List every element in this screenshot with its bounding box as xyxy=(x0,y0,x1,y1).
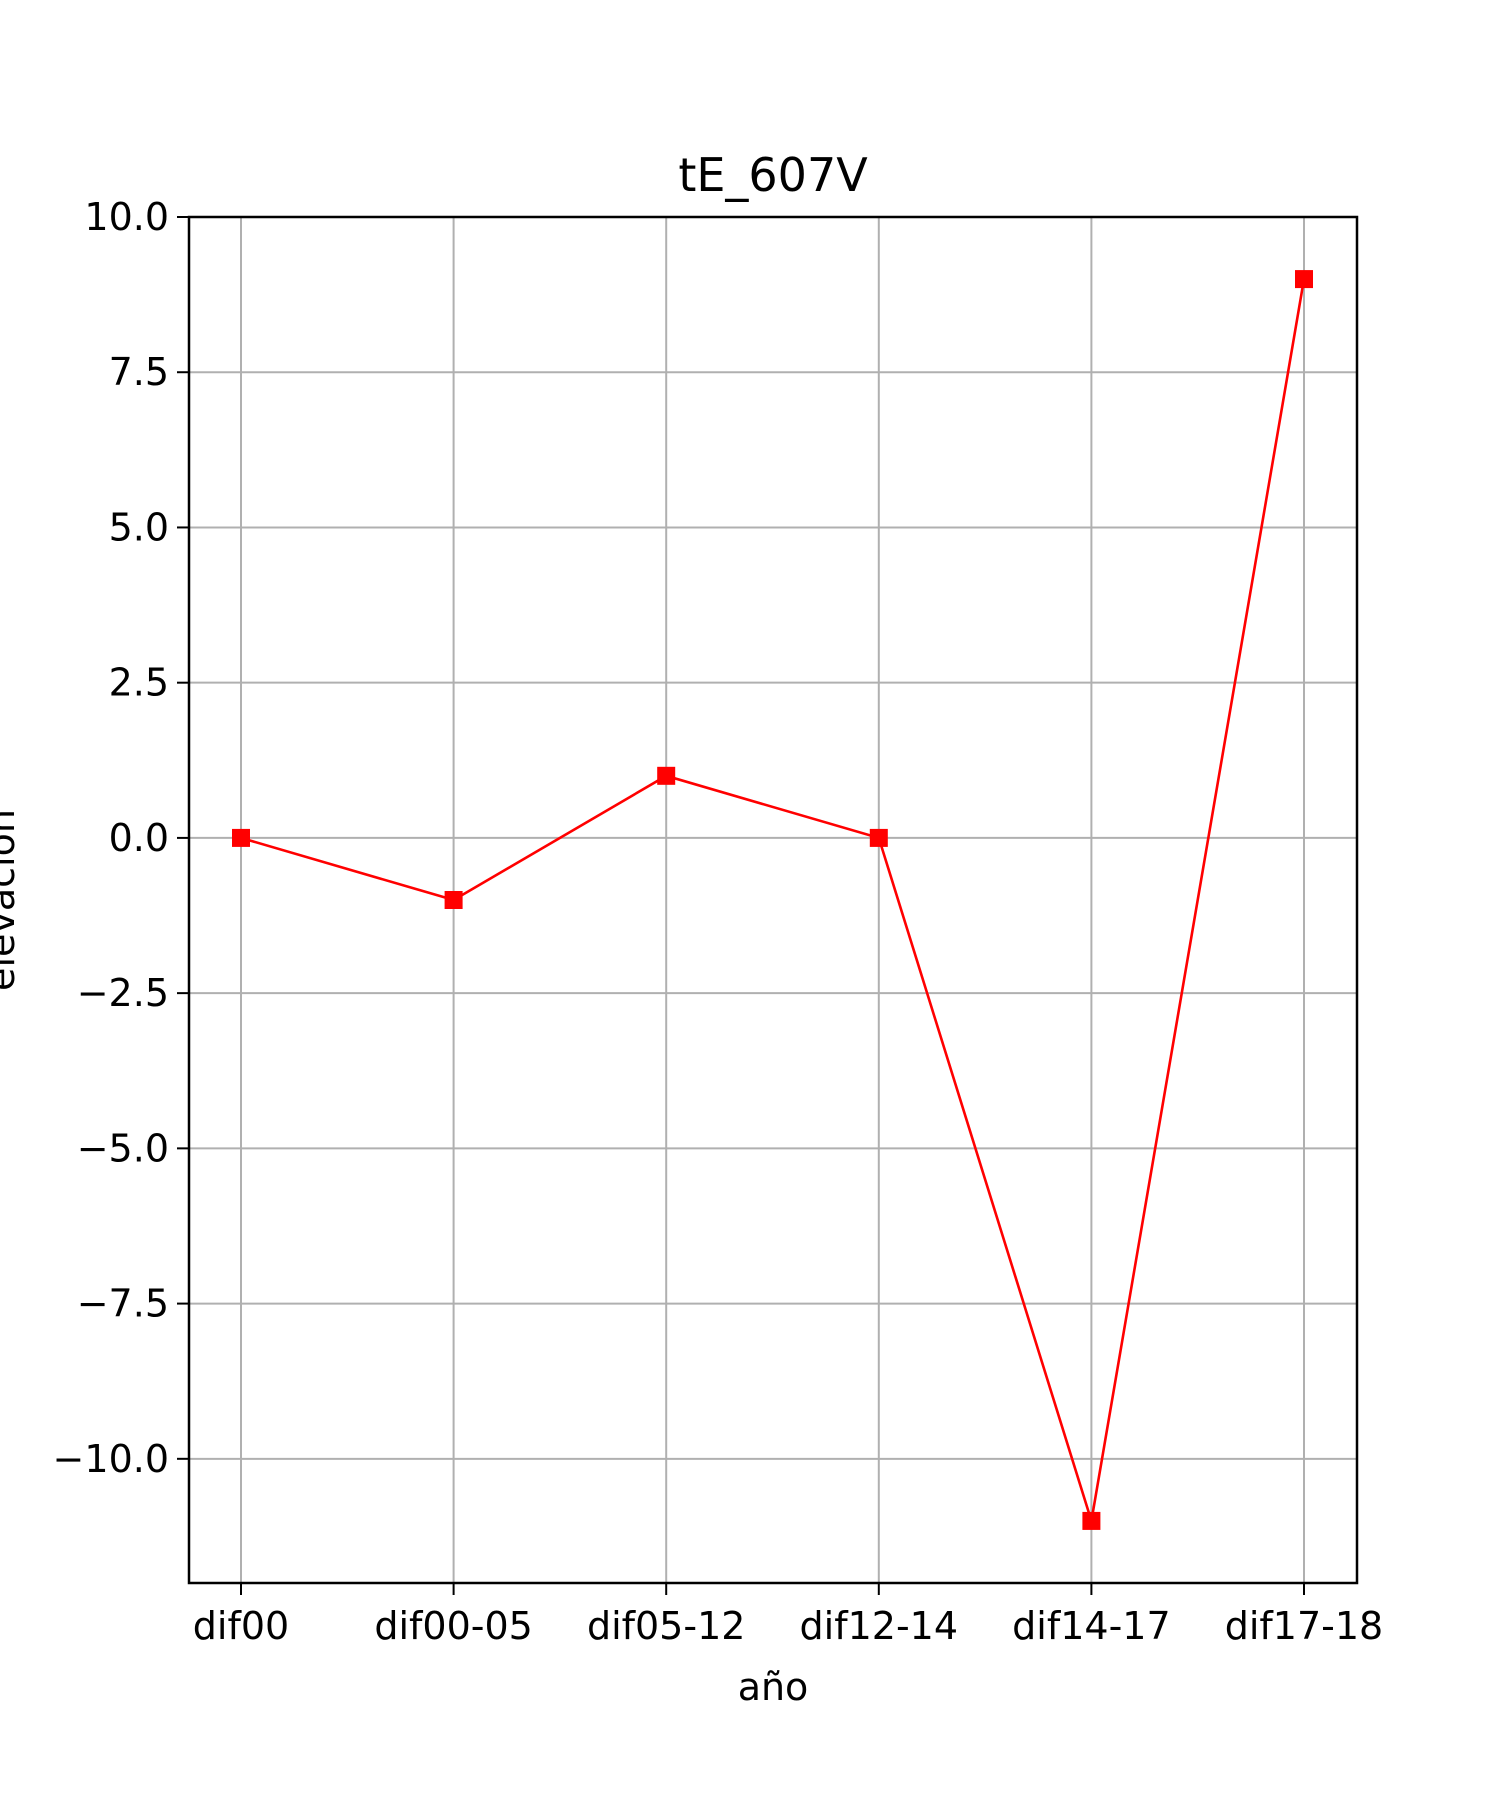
y-tick-label: −5.0 xyxy=(77,1126,169,1170)
plot-frame xyxy=(187,215,1359,1585)
chart-title: tE_607V xyxy=(678,148,868,202)
y-axis: 10.0 7.5 5.0 2.5 0.0 −2.5 −5.0 −7.5 −10.0 xyxy=(53,195,189,1481)
data-point-marker xyxy=(657,766,676,785)
y-tick-label: 2.5 xyxy=(109,661,169,705)
data-point-marker xyxy=(444,891,463,909)
x-tick-label: dif00 xyxy=(193,1604,289,1648)
x-tick-label: dif12-14 xyxy=(800,1604,958,1648)
x-tick-label: dif17-18 xyxy=(1225,1604,1383,1648)
y-tick-label: −10.0 xyxy=(53,1437,169,1481)
y-tick-label: −7.5 xyxy=(77,1282,169,1326)
y-tick-label: 10.0 xyxy=(84,195,169,239)
y-tick-label: 7.5 xyxy=(109,350,169,394)
data-point-marker xyxy=(1082,1511,1101,1530)
series-line xyxy=(240,278,1306,1522)
data-point-marker xyxy=(232,828,250,847)
x-axis-label: año xyxy=(738,1665,809,1709)
x-tick-label: dif00-05 xyxy=(374,1604,532,1648)
x-axis: dif00 dif00-05 dif05-12 dif12-14 dif14-17 dif… xyxy=(193,1583,1383,1648)
data-point-marker xyxy=(1295,270,1313,289)
y-tick-label: 5.0 xyxy=(109,505,169,549)
y-tick-label: 0.0 xyxy=(109,816,169,860)
grid-lines xyxy=(189,216,1357,1583)
y-tick-label: −2.5 xyxy=(77,971,169,1015)
y-axis-label: elevación xyxy=(0,809,23,991)
series-group xyxy=(232,270,1313,1530)
x-tick-label: dif05-12 xyxy=(587,1604,745,1648)
x-tick-label: dif14-17 xyxy=(1012,1604,1170,1648)
data-point-marker xyxy=(869,828,888,847)
